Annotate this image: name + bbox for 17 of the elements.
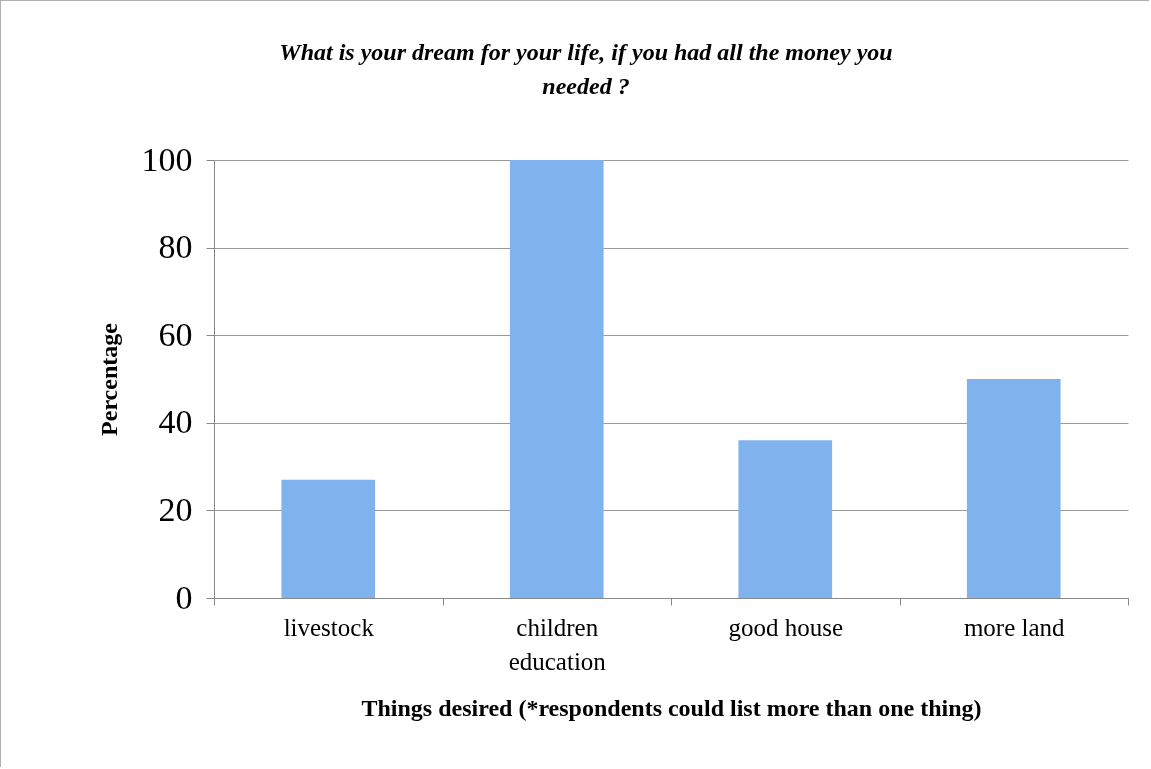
y-axis-title: Percentage [95,322,122,436]
chart-title: What is your dream for your life, if you had all the money you needed ? [279,39,893,99]
x-axis-title: Things desired (*respondents could list more than one thing) [361,694,982,721]
bar [966,379,1061,598]
y-tick-label: 0 [175,578,193,616]
y-tick-label: 60 [158,315,193,353]
y-tick-label: 40 [158,403,193,441]
x-tick-label: more land [963,613,1066,641]
y-tick-label: 80 [158,228,193,266]
bar [738,440,833,598]
bar [281,479,376,598]
x-tick-label: good house [728,613,844,641]
bar [509,160,604,598]
y-tick-label: 100 [141,140,193,178]
x-tick-label: livestock [283,613,375,641]
y-tick-label: 20 [158,490,193,528]
x-tick-label: children education [508,613,607,675]
